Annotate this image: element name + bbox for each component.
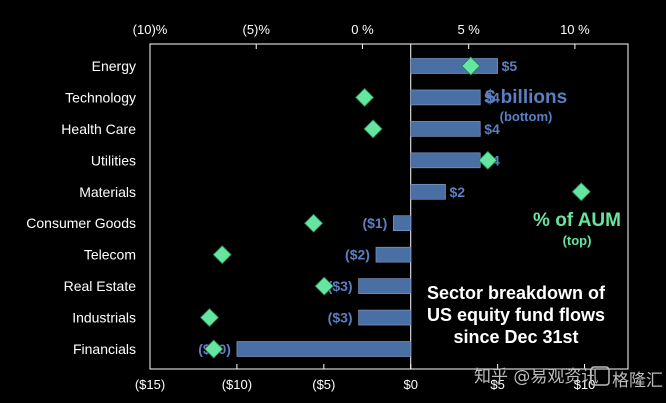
category-labels: Energy Technology Health Care Utilities Mate… bbox=[26, 58, 136, 357]
bar bbox=[410, 183, 446, 200]
category-label: Utilities bbox=[91, 152, 136, 168]
annotation: Sector breakdown of US equity fund flows… bbox=[427, 283, 606, 347]
bar-value-label: $2 bbox=[449, 184, 465, 200]
annotation-line-2: US equity fund flows bbox=[427, 305, 605, 325]
bottom-tick-label: ($5) bbox=[312, 377, 335, 392]
diamond-marker bbox=[571, 182, 591, 202]
top-tick-label: 10 % bbox=[560, 22, 590, 37]
bottom-tick-label: $5 bbox=[490, 377, 504, 392]
bar-value-label: $4 bbox=[484, 121, 500, 137]
top-tick-label: 0 % bbox=[351, 22, 374, 37]
top-tick-label: (10)% bbox=[133, 22, 168, 37]
watermark-text: 知乎 @易观资讯 bbox=[474, 367, 598, 387]
bar bbox=[358, 309, 412, 326]
annotation-line-1: Sector breakdown of bbox=[427, 283, 606, 303]
category-label: Technology bbox=[65, 89, 136, 105]
bar-value-label: ($1) bbox=[362, 215, 387, 231]
diamond-marker bbox=[461, 56, 481, 76]
diamond-marker bbox=[204, 339, 224, 359]
category-label: Health Care bbox=[61, 121, 136, 137]
diamond-series bbox=[199, 56, 591, 359]
watermark: 知乎 @易观资讯 格隆汇 bbox=[474, 366, 663, 391]
bar bbox=[393, 215, 412, 232]
diamond-marker bbox=[304, 213, 324, 233]
bar bbox=[375, 246, 412, 263]
category-label: Industrials bbox=[72, 310, 136, 326]
diamond-marker bbox=[212, 245, 232, 265]
legend-bars-title: $ billions bbox=[485, 87, 567, 108]
bar bbox=[410, 58, 498, 74]
category-label: Telecom bbox=[84, 247, 136, 263]
category-label: Real Estate bbox=[64, 278, 137, 294]
category-label: Energy bbox=[92, 58, 136, 74]
bar bbox=[236, 341, 412, 357]
bar-value-label: $5 bbox=[502, 58, 518, 74]
bar bbox=[410, 89, 481, 106]
plot-frame bbox=[149, 43, 629, 370]
watermark-logo-text: 格隆汇 bbox=[612, 371, 663, 391]
bar bbox=[358, 278, 412, 294]
bar-value-label: ($3) bbox=[328, 310, 353, 326]
bottom-tick-label: ($15) bbox=[135, 377, 165, 392]
bar-value-label: $4 bbox=[484, 89, 500, 105]
bar-value-label: ($3) bbox=[328, 278, 353, 294]
category-label: Materials bbox=[79, 184, 136, 200]
legend-bars: $ billions (bottom) bbox=[485, 87, 567, 124]
bar-value-label: ($2) bbox=[345, 247, 370, 263]
diamond-marker bbox=[314, 276, 334, 296]
top-tick-label: (5)% bbox=[242, 22, 270, 37]
bottom-axis-ticks: ($15) ($10) ($5) $0 $5 $10 bbox=[135, 364, 596, 392]
bottom-tick-label: ($10) bbox=[222, 377, 252, 392]
bottom-tick-label: $0 bbox=[403, 377, 417, 392]
top-tick-label: 5 % bbox=[457, 22, 480, 37]
watermark-logo-icon bbox=[590, 366, 610, 386]
diamond-marker bbox=[363, 119, 383, 139]
annotation-line-3: since Dec 31st bbox=[453, 327, 578, 347]
bar bbox=[410, 121, 481, 137]
diamond-marker bbox=[199, 307, 220, 328]
bar bbox=[410, 152, 481, 169]
category-label: Financials bbox=[73, 341, 136, 357]
legend-bars-sub: (bottom) bbox=[500, 109, 553, 124]
legend-diamonds: % of AUM (top) bbox=[533, 210, 621, 248]
legend-diamonds-sub: (top) bbox=[563, 233, 592, 248]
diamond-marker bbox=[478, 150, 498, 170]
top-axis-ticks: (10)% (5)% 0 % 5 % 10 % bbox=[133, 22, 590, 49]
category-label: Consumer Goods bbox=[26, 215, 136, 231]
legend-diamonds-title: % of AUM bbox=[533, 210, 621, 231]
diamond-marker bbox=[355, 87, 375, 108]
bottom-tick-label: $10 bbox=[574, 377, 596, 392]
